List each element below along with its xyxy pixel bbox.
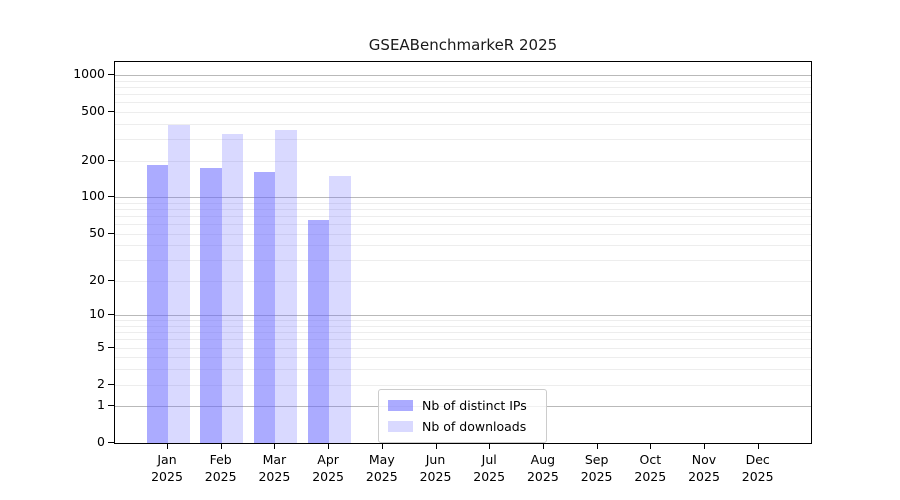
- y-tick: [108, 232, 114, 234]
- x-tick-label-feb: Feb 2025: [204, 452, 237, 484]
- gridline-minor: [115, 139, 811, 140]
- legend-swatch-distinct-ips: [388, 400, 413, 411]
- gridline-minor: [115, 80, 811, 82]
- y-tick: [108, 279, 114, 281]
- x-tick: [757, 444, 759, 449]
- y-tick: [108, 159, 114, 161]
- y-tick: [108, 110, 114, 112]
- x-tick: [220, 444, 222, 449]
- gridline-minor: [115, 123, 811, 125]
- bar-nb-of-distinct-ips-jan: [146, 164, 168, 443]
- legend-label-downloads: Nb of downloads: [422, 419, 527, 434]
- gridline-minor: [115, 320, 811, 322]
- gridline-minor: [115, 93, 811, 95]
- x-tick-label-dec: Dec 2025: [741, 452, 774, 484]
- x-tick-label-jul: Jul 2025: [473, 452, 506, 484]
- x-tick: [596, 444, 598, 449]
- gridline-minor: [115, 369, 811, 371]
- x-tick-label-aug: Aug 2025: [526, 452, 559, 484]
- gridline-minor: [115, 325, 811, 327]
- x-tick: [274, 444, 276, 449]
- gridline-minor: [115, 245, 811, 247]
- y-tick: [108, 405, 114, 407]
- x-tick: [167, 444, 168, 449]
- y-tick-label: 0: [97, 434, 105, 449]
- y-tick-label: 200: [81, 151, 105, 167]
- x-tick-label-mar: Mar 2025: [258, 452, 291, 484]
- gridline-minor: [115, 202, 811, 204]
- gridline-major: [115, 315, 811, 317]
- gridline-minor: [115, 215, 811, 217]
- y-tick-label: 100: [81, 188, 105, 204]
- y-tick: [108, 442, 114, 443]
- x-tick-label-nov: Nov 2025: [688, 452, 720, 484]
- x-tick: [542, 444, 544, 449]
- gridline-minor: [115, 357, 811, 359]
- legend-entry-distinct-ips: Nb of distinct IPs: [388, 395, 536, 416]
- y-tick-label: 5: [97, 338, 105, 354]
- legend-label-distinct-ips: Nb of distinct IPs: [422, 398, 527, 413]
- gridline-minor: [115, 280, 811, 282]
- bar-nb-of-downloads-jan: [168, 125, 190, 443]
- bar-nb-of-downloads-mar: [275, 130, 297, 443]
- x-tick: [381, 444, 383, 449]
- gridline-minor: [115, 339, 811, 341]
- x-tick: [489, 444, 491, 449]
- gridline-minor: [115, 347, 811, 349]
- y-tick-label: 50: [89, 224, 105, 240]
- legend: Nb of distinct IPs Nb of downloads: [378, 389, 547, 443]
- gridline-minor: [115, 224, 811, 225]
- gridline-minor: [115, 86, 811, 88]
- bar-nb-of-distinct-ips-mar: [253, 171, 276, 443]
- y-tick-label: 500: [81, 102, 105, 118]
- x-tick-label-jan: Jan 2025: [151, 452, 183, 484]
- y-tick-label: 1: [97, 397, 105, 413]
- x-tick-label-jun: Jun 2025: [419, 452, 452, 484]
- bar-nb-of-distinct-ips-apr: [307, 219, 330, 443]
- x-tick: [650, 444, 652, 449]
- gridline-minor: [115, 332, 811, 334]
- bar-nb-of-distinct-ips-feb: [200, 167, 222, 443]
- y-tick-label: 10: [89, 306, 105, 322]
- legend-entry-downloads: Nb of downloads: [388, 416, 536, 437]
- gridline-major: [115, 74, 811, 76]
- y-tick: [108, 73, 114, 75]
- gridline-minor: [115, 111, 811, 113]
- y-tick: [108, 196, 114, 198]
- gridline-minor: [115, 208, 811, 210]
- x-tick-label-may: May 2025: [365, 452, 398, 484]
- bar-nb-of-downloads-apr: [329, 175, 351, 443]
- gridline-major: [115, 197, 811, 199]
- x-tick-label-sep: Sep 2025: [580, 452, 613, 484]
- x-tick-label-oct: Oct 2025: [634, 452, 667, 484]
- x-tick-label-apr: Apr 2025: [312, 452, 344, 484]
- bar-nb-of-downloads-feb: [221, 133, 244, 443]
- gridline-minor: [115, 160, 811, 162]
- y-tick-label: 2: [97, 375, 105, 391]
- gridline-minor: [115, 102, 811, 104]
- x-tick: [704, 444, 705, 449]
- y-tick: [108, 314, 114, 316]
- y-tick: [108, 383, 114, 385]
- x-tick: [328, 444, 330, 449]
- y-tick-label: 20: [89, 271, 105, 287]
- y-tick-label: 1000: [73, 65, 105, 81]
- plot-area: [114, 61, 812, 444]
- x-tick: [435, 444, 437, 449]
- chart-title: GSEABenchmarkeR 2025: [368, 36, 558, 54]
- legend-swatch-downloads: [388, 421, 413, 432]
- y-tick: [108, 346, 114, 348]
- gridline-minor: [115, 384, 811, 386]
- gridline-minor: [115, 233, 811, 235]
- gridline-minor: [115, 260, 811, 262]
